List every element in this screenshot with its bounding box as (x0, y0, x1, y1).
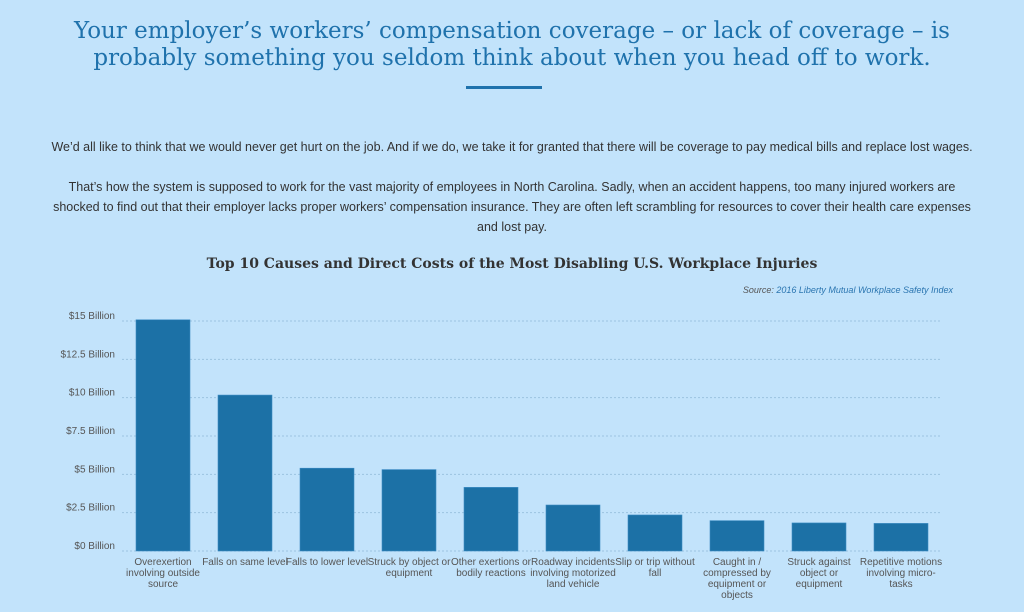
x-tick-label: Overexertion (134, 557, 191, 568)
x-tick-label: compressed by (703, 568, 771, 579)
bar (381, 469, 437, 552)
x-tick-label: objects (721, 590, 753, 601)
headline-divider (466, 86, 542, 89)
source-link[interactable]: 2016 Liberty Mutual Workplace Safety Ind… (776, 285, 953, 295)
x-tick-label: Falls on same level (202, 557, 288, 568)
x-tick-label: Repetitive motions (860, 557, 942, 568)
bar (299, 467, 355, 552)
x-tick-label: involving outside (126, 568, 200, 579)
headline-line-2: probably something you seldom think abou… (93, 45, 931, 71)
y-tick-label: $15 Billion (69, 311, 115, 322)
headline-line-1: Your employer’s workers’ compensation co… (74, 18, 950, 44)
chart-source: Source: 2016 Liberty Mutual Workplace Sa… (743, 285, 953, 295)
bar (873, 523, 929, 552)
y-tick-label: $5 Billion (74, 464, 115, 475)
x-tick-label: fall (649, 568, 662, 579)
x-tick-label: Falls to lower level (286, 557, 368, 568)
y-tick-label: $7.5 Billion (66, 426, 115, 437)
x-tick-label: Caught in / (713, 557, 762, 568)
x-tick-label: Struck against (787, 557, 851, 568)
x-tick-label: involving motorized (530, 568, 616, 579)
bar (545, 504, 601, 552)
y-tick-label: $12.5 Billion (61, 349, 115, 360)
headline: Your employer’s workers’ compensation co… (0, 18, 1024, 72)
x-tick-label: bodily reactions (456, 568, 525, 579)
bar (791, 522, 847, 552)
intro-paragraph-2: That’s how the system is supposed to wor… (53, 180, 971, 234)
y-tick-label: $0 Billion (74, 541, 115, 552)
x-tick-label: equipment or (708, 579, 767, 590)
chart-title: Top 10 Causes and Direct Costs of the Mo… (206, 256, 818, 272)
source-label: Source: (742, 285, 774, 295)
x-tick-label: involving micro- (866, 568, 935, 579)
bar (463, 487, 519, 552)
bar (217, 394, 273, 552)
x-tick-label: land vehicle (547, 579, 600, 590)
y-tick-label: $2.5 Billion (66, 503, 115, 514)
x-tick-label: Other exertions or (451, 557, 532, 568)
x-tick-label: source (148, 579, 178, 590)
x-tick-label: Slip or trip without (615, 557, 695, 568)
x-tick-label: equipment (796, 579, 843, 590)
x-tick-label: tasks (889, 579, 912, 590)
x-tick-label: equipment (386, 568, 433, 579)
bar (135, 319, 191, 552)
x-tick-label: Struck by object or (368, 557, 451, 568)
y-tick-label: $10 Billion (69, 388, 115, 399)
bar (627, 514, 683, 552)
intro-paragraph-1: We’d all like to think that we would nev… (51, 140, 973, 154)
bar (709, 520, 765, 552)
x-tick-label: Roadway incidents (531, 557, 615, 568)
x-tick-label: object or (800, 568, 839, 579)
